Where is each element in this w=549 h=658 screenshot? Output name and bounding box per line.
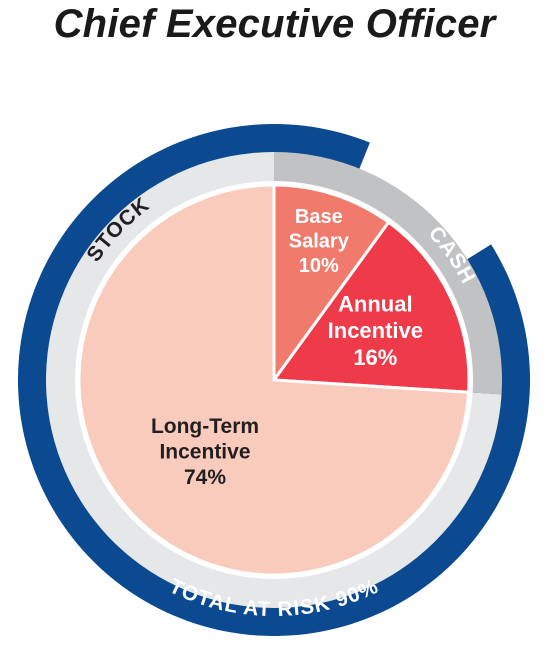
slice-label-line: Incentive — [159, 441, 250, 464]
slice-label-line: Salary — [289, 230, 350, 252]
slice-label-line: Base — [295, 206, 343, 228]
slice-label-line: Long-Term — [151, 415, 259, 438]
slice-label-line: Incentive — [328, 318, 423, 343]
pie-slice-long-term-incentive — [77, 183, 471, 577]
pie-slice-annual-incentive — [272, 220, 471, 394]
slice-label-line: Annual — [338, 291, 413, 316]
pie-slice-base-salary — [272, 183, 391, 382]
chart-title: Chief Executive Officer — [53, 2, 496, 46]
slice-label-line: 74% — [184, 466, 226, 489]
slice-label-line: 10% — [299, 255, 339, 277]
slice-label-line: 16% — [353, 345, 397, 370]
